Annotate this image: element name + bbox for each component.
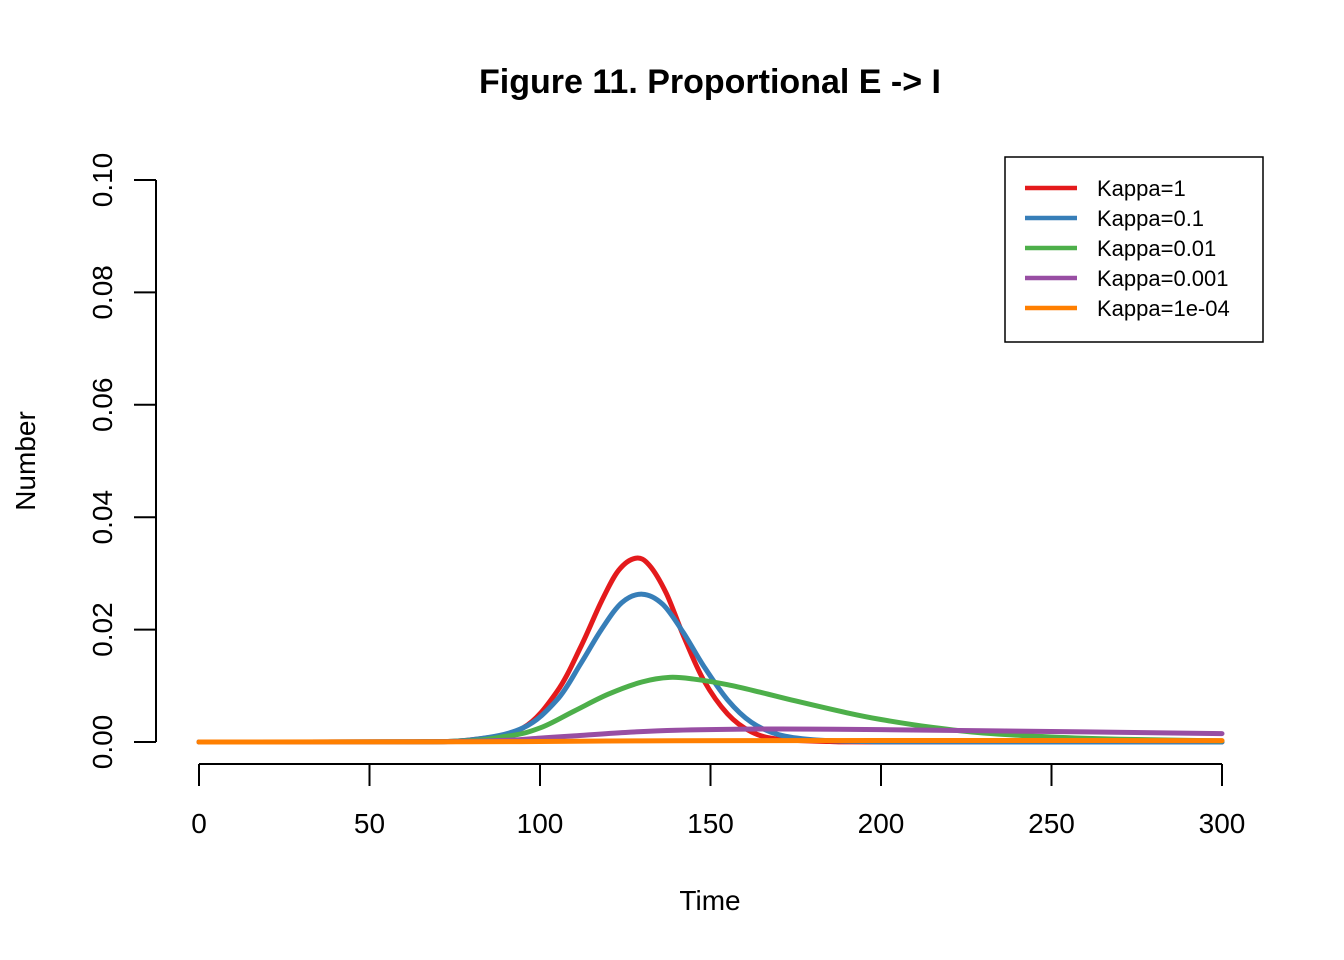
y-tick-label: 0.04 [87, 490, 118, 545]
y-tick-label: 0.02 [87, 602, 118, 657]
series-line-1 [196, 555, 1225, 745]
legend-label: Kappa=0.01 [1097, 236, 1216, 261]
legend-label: Kappa=1e-04 [1097, 296, 1230, 321]
chart-title: Figure 11. Proportional E -> I [479, 63, 941, 101]
series-layer [196, 555, 1225, 745]
x-tick-label: 0 [191, 808, 207, 839]
y-tick-label: 0.08 [87, 265, 118, 320]
x-tick-label: 250 [1028, 808, 1075, 839]
legend-label: Kappa=0.1 [1097, 206, 1204, 231]
legend-label: Kappa=1 [1097, 176, 1186, 201]
legend: Kappa=1 Kappa=0.1 Kappa=0.01 Kappa=0.001 Kap… [1004, 156, 1264, 343]
y-axis-label: Number [10, 411, 41, 511]
legend-label: Kappa=0.001 [1097, 266, 1229, 291]
y-axis: 0.00 0.02 0.04 0.06 0.08 0.10 [87, 153, 157, 770]
x-tick-label: 150 [687, 808, 734, 839]
x-axis-label: Time [679, 885, 740, 916]
y-tick-label: 0.00 [87, 715, 118, 770]
x-tick-label: 100 [517, 808, 564, 839]
x-tick-label: 200 [858, 808, 905, 839]
x-tick-label: 50 [354, 808, 385, 839]
series-line-5 [196, 738, 1225, 745]
y-tick-label: 0.10 [87, 153, 118, 208]
series-line-2 [196, 591, 1225, 745]
series-line-3 [196, 674, 1225, 745]
y-tick-label: 0.06 [87, 378, 118, 433]
x-axis: 0 50 100 150 200 250 300 [191, 763, 1246, 839]
x-tick-label: 300 [1199, 808, 1246, 839]
